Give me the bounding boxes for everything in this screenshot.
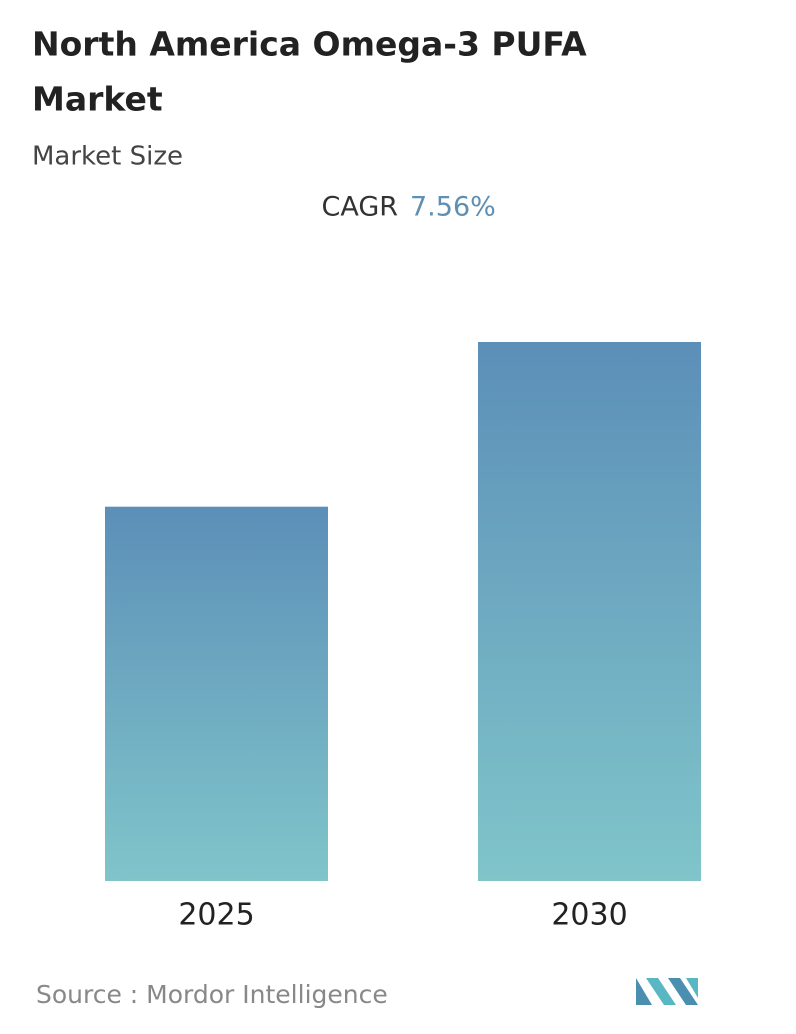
logo [636,978,698,1005]
chart-title: Market [32,80,163,119]
chart-title: North America Omega-3 PUFA [32,25,587,64]
x-tick-label: 2025 [178,898,254,933]
source: Source : Mordor Intelligence [36,980,388,1009]
cagr-value: 7.56% [410,192,496,223]
bar [105,506,328,881]
x-tick-label: 2030 [551,898,627,933]
bar [478,342,701,881]
chart-subtitle: Market Size [32,142,183,172]
cagr-label: CAGR [321,192,398,223]
